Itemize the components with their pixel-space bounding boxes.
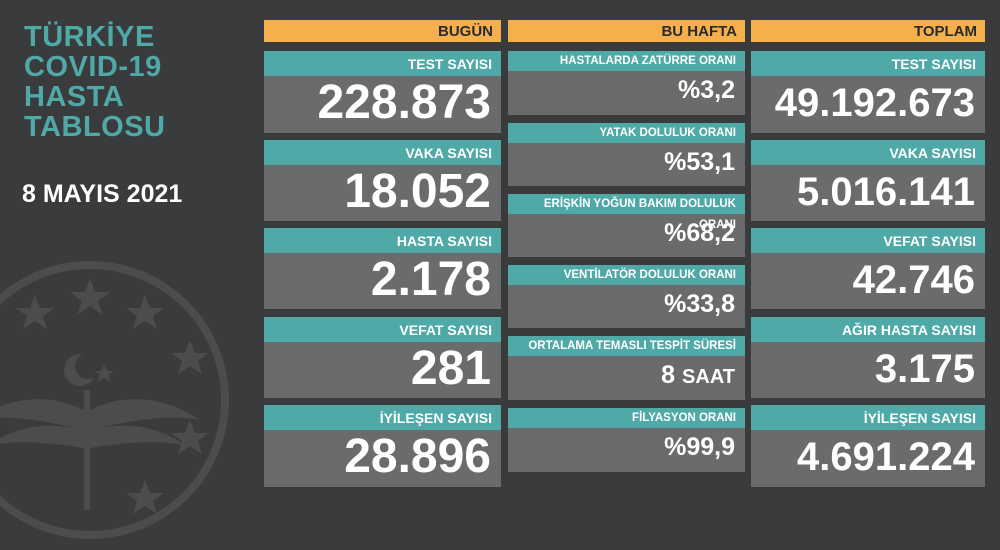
card-label: VAKA SAYISI [751,140,985,165]
card-label: İYİLEŞEN SAYISI [751,405,985,430]
card-label: VEFAT SAYISI [751,228,985,253]
card-label: TEST SAYISI [264,51,501,76]
card-value: 8 SAAT [508,356,745,396]
card-value: 28.896 [344,430,491,483]
week-ventilator-card: VENTİLATÖR DOLULUK ORANI %33,8 [508,265,745,328]
card-value: 5.016.141 [797,170,975,214]
total-column: TOPLAM TEST SAYISI 49.192.673 VAKA SAYIS… [751,20,985,488]
card-label: YATAK DOLULUK ORANI [508,123,745,143]
today-death-card: VEFAT SAYISI 281 [264,317,501,398]
card-value: 281 [410,342,491,395]
card-value: 4.691.224 [797,435,975,479]
card-value-number: 8 [661,361,676,389]
card-value: 3.175 [874,347,975,391]
today-column: BUGÜN TEST SAYISI 228.873 VAKA SAYISI 18… [264,20,501,488]
title-line: COVID-19 [24,51,162,83]
title-line: TABLOSU [24,111,166,143]
card-value: %68,2 [664,219,735,247]
card-value: %99,9 [664,433,735,461]
week-icu-card: ERİŞKİN YOĞUN BAKIM DOLULUK ORANI %68,2 [508,194,745,257]
page-title: TÜRKİYE COVID-19 HASTA TABLOSU [24,22,166,142]
card-label: VENTİLATÖR DOLULUK ORANI [508,265,745,285]
card-value: %33,8 [664,290,735,318]
title-line: HASTA [24,81,125,113]
card-value-unit: SAAT [682,366,735,388]
today-case-card: VAKA SAYISI 18.052 [264,140,501,221]
report-date: 8 MAYIS 2021 [22,180,183,208]
today-header: BUGÜN [264,20,501,42]
card-label: AĞIR HASTA SAYISI [751,317,985,342]
week-column: BU HAFTA HASTALARDA ZATÜRRE ORANI %3,2 Y… [508,20,745,488]
total-header: TOPLAM [751,20,985,42]
ministry-emblem-icon [0,261,229,539]
card-label: HASTA SAYISI [264,228,501,253]
card-label: ERİŞKİN YOĞUN BAKIM DOLULUK ORANI [508,194,745,231]
card-value: 2.178 [370,253,491,306]
week-header: BU HAFTA [508,20,745,42]
card-value: 228.873 [317,76,491,129]
week-bed-card: YATAK DOLULUK ORANI %53,1 [508,123,745,186]
card-label: ORTALAMA TEMASLI TESPİT SÜRESİ [508,336,745,356]
card-value: %3,2 [678,76,735,104]
card-value: %53,1 [664,148,735,176]
total-critical-card: AĞIR HASTA SAYISI 3.175 [751,317,985,398]
total-test-card: TEST SAYISI 49.192.673 [751,51,985,133]
card-label: VEFAT SAYISI [264,317,501,342]
card-label: TEST SAYISI [751,51,985,76]
card-label: İYİLEŞEN SAYISI [264,405,501,430]
week-contact-time-card: ORTALAMA TEMASLI TESPİT SÜRESİ 8 SAAT [508,336,745,400]
total-case-card: VAKA SAYISI 5.016.141 [751,140,985,221]
week-filiation-card: FİLYASYON ORANI %99,9 [508,408,745,472]
title-line: TÜRKİYE [24,21,155,53]
card-label: FİLYASYON ORANI [508,408,745,428]
total-death-card: VEFAT SAYISI 42.746 [751,228,985,309]
card-value: 42.746 [852,258,975,302]
week-pneumonia-card: HASTALARDA ZATÜRRE ORANI %3,2 [508,51,745,115]
today-recovered-card: İYİLEŞEN SAYISI 28.896 [264,405,501,487]
card-value: 18.052 [344,165,491,218]
card-label: HASTALARDA ZATÜRRE ORANI [508,51,745,71]
card-label: VAKA SAYISI [264,140,501,165]
card-value: 49.192.673 [774,81,975,125]
today-patient-card: HASTA SAYISI 2.178 [264,228,501,309]
total-recovered-card: İYİLEŞEN SAYISI 4.691.224 [751,405,985,487]
today-test-card: TEST SAYISI 228.873 [264,51,501,133]
